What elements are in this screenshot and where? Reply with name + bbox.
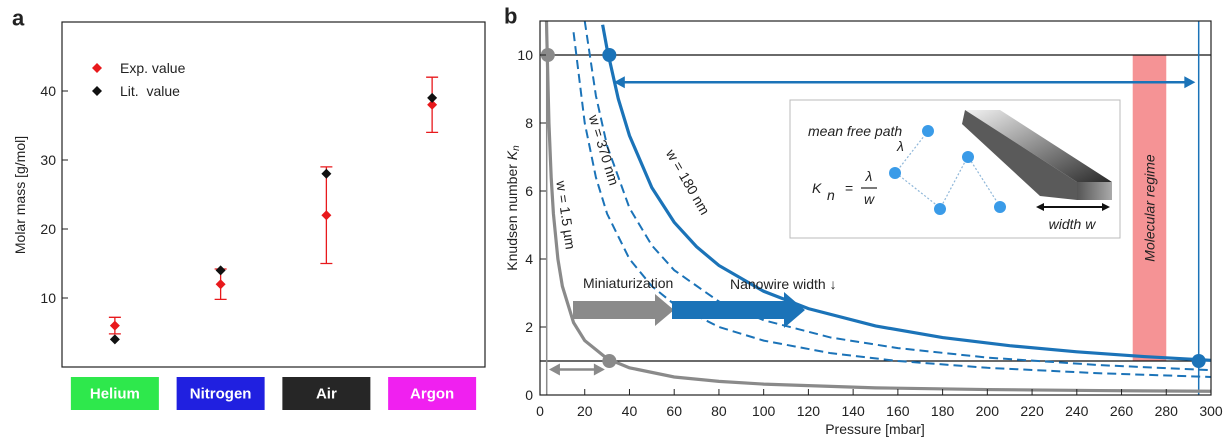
- lambda: λ: [896, 138, 904, 154]
- x-tick-label: 100: [752, 403, 776, 419]
- plot-frame: [539, 20, 1212, 396]
- arrow-head: [1102, 203, 1110, 211]
- wire-side: [1077, 182, 1112, 200]
- y-tick-label: 2: [525, 319, 533, 335]
- y-axis-label: Molar mass [g/mol]: [12, 136, 28, 254]
- y-tick-label: 30: [40, 152, 56, 168]
- x-tick-label: 240: [1065, 403, 1089, 419]
- molecular-region: [1132, 55, 1167, 361]
- y-tick-label: 8: [525, 115, 533, 131]
- category-box: [176, 377, 265, 410]
- point-marker: [540, 48, 555, 62]
- wire-face: [962, 110, 1077, 200]
- category-label: Air: [316, 386, 337, 403]
- x-tick-label: 60: [666, 403, 682, 419]
- y-axis-label-symbol: K: [504, 150, 520, 160]
- arrow-head: [1184, 76, 1196, 89]
- x-tick-label: 180: [931, 403, 955, 419]
- y-tick-label: 40: [40, 83, 56, 99]
- y-tick-label: 0: [525, 387, 533, 403]
- diamond-marker: [109, 334, 120, 345]
- y-tick-label: 6: [525, 183, 533, 199]
- category-label: Helium: [90, 386, 140, 403]
- x-tick-label: 260: [1110, 403, 1134, 419]
- x-tick-label: 80: [711, 403, 727, 419]
- point-marker: [602, 48, 617, 62]
- legend-marker: [92, 63, 102, 73]
- category-box: [70, 377, 159, 410]
- arrow-head: [613, 76, 625, 89]
- curve: [601, 24, 1211, 362]
- x-axis-label: Pressure [mbar]: [825, 421, 925, 437]
- y-axis-label-subscript: n: [511, 145, 522, 151]
- legend-label: Exp. value: [120, 60, 186, 76]
- legend-label: Lit. value: [120, 83, 180, 99]
- inset: mean free path λ K n = λ w width w: [789, 99, 1121, 239]
- point-marker: [1191, 354, 1206, 368]
- category-label: Nitrogen: [190, 386, 252, 403]
- panel-label: b: [504, 4, 517, 29]
- curve-label: w = 180 nm: [662, 146, 713, 218]
- diamond-marker: [321, 210, 332, 221]
- mean-free-path-label: mean free path: [808, 123, 902, 139]
- y-axis-label: Knudsen number Kn: [504, 145, 522, 271]
- formula-equals: =: [845, 180, 853, 196]
- x-tick-label: 280: [1155, 403, 1179, 419]
- annotation-label: Miniaturization: [583, 275, 673, 291]
- diamond-marker: [215, 279, 226, 290]
- formula-numerator: λ: [865, 168, 873, 184]
- panel-label: a: [12, 6, 25, 31]
- category-box: [388, 377, 477, 410]
- annotation-label: Nanowire width ↓: [730, 276, 837, 292]
- arrow-head: [593, 363, 605, 376]
- arrow-head: [548, 363, 560, 376]
- diamond-marker: [109, 320, 120, 331]
- y-tick-label: 20: [40, 221, 56, 237]
- diamond-marker: [215, 265, 226, 276]
- y-tick-label: 10: [40, 290, 56, 306]
- diamond-marker: [321, 168, 332, 179]
- x-tick-label: 120: [797, 403, 821, 419]
- x-tick-label: 0: [536, 403, 544, 419]
- curve: [544, 21, 1211, 393]
- path-lines: [895, 130, 1000, 208]
- category-box: [282, 377, 371, 410]
- legend-marker: [92, 86, 102, 96]
- region-label: Molecular regime: [1141, 154, 1157, 262]
- formula-denominator: w: [864, 191, 875, 207]
- annotation-arrow: [573, 294, 674, 326]
- formula-subscript: n: [827, 187, 835, 203]
- x-tick-label: 20: [577, 403, 593, 419]
- x-tick-label: 160: [886, 403, 910, 419]
- x-tick-label: 140: [841, 403, 865, 419]
- width-label: width w: [1049, 216, 1097, 232]
- plot-frame: [61, 21, 486, 368]
- diamond-marker: [427, 92, 438, 103]
- point-marker: [602, 354, 617, 368]
- x-tick-label: 200: [976, 403, 1000, 419]
- y-tick-label: 4: [525, 251, 533, 267]
- diamond-marker: [427, 99, 438, 110]
- wire-top: [965, 110, 1112, 182]
- x-tick-label: 220: [1020, 403, 1044, 419]
- x-tick-label: 40: [622, 403, 638, 419]
- y-axis-label-text: Knudsen number: [504, 164, 520, 271]
- formula-symbol: K: [812, 180, 822, 196]
- category-label: Argon: [410, 386, 454, 403]
- molecules: [889, 125, 1006, 215]
- arrow-head: [1036, 203, 1044, 211]
- x-tick-label: 300: [1199, 403, 1223, 419]
- annotation-arrow: [672, 292, 805, 328]
- y-tick-label: 10: [517, 47, 533, 63]
